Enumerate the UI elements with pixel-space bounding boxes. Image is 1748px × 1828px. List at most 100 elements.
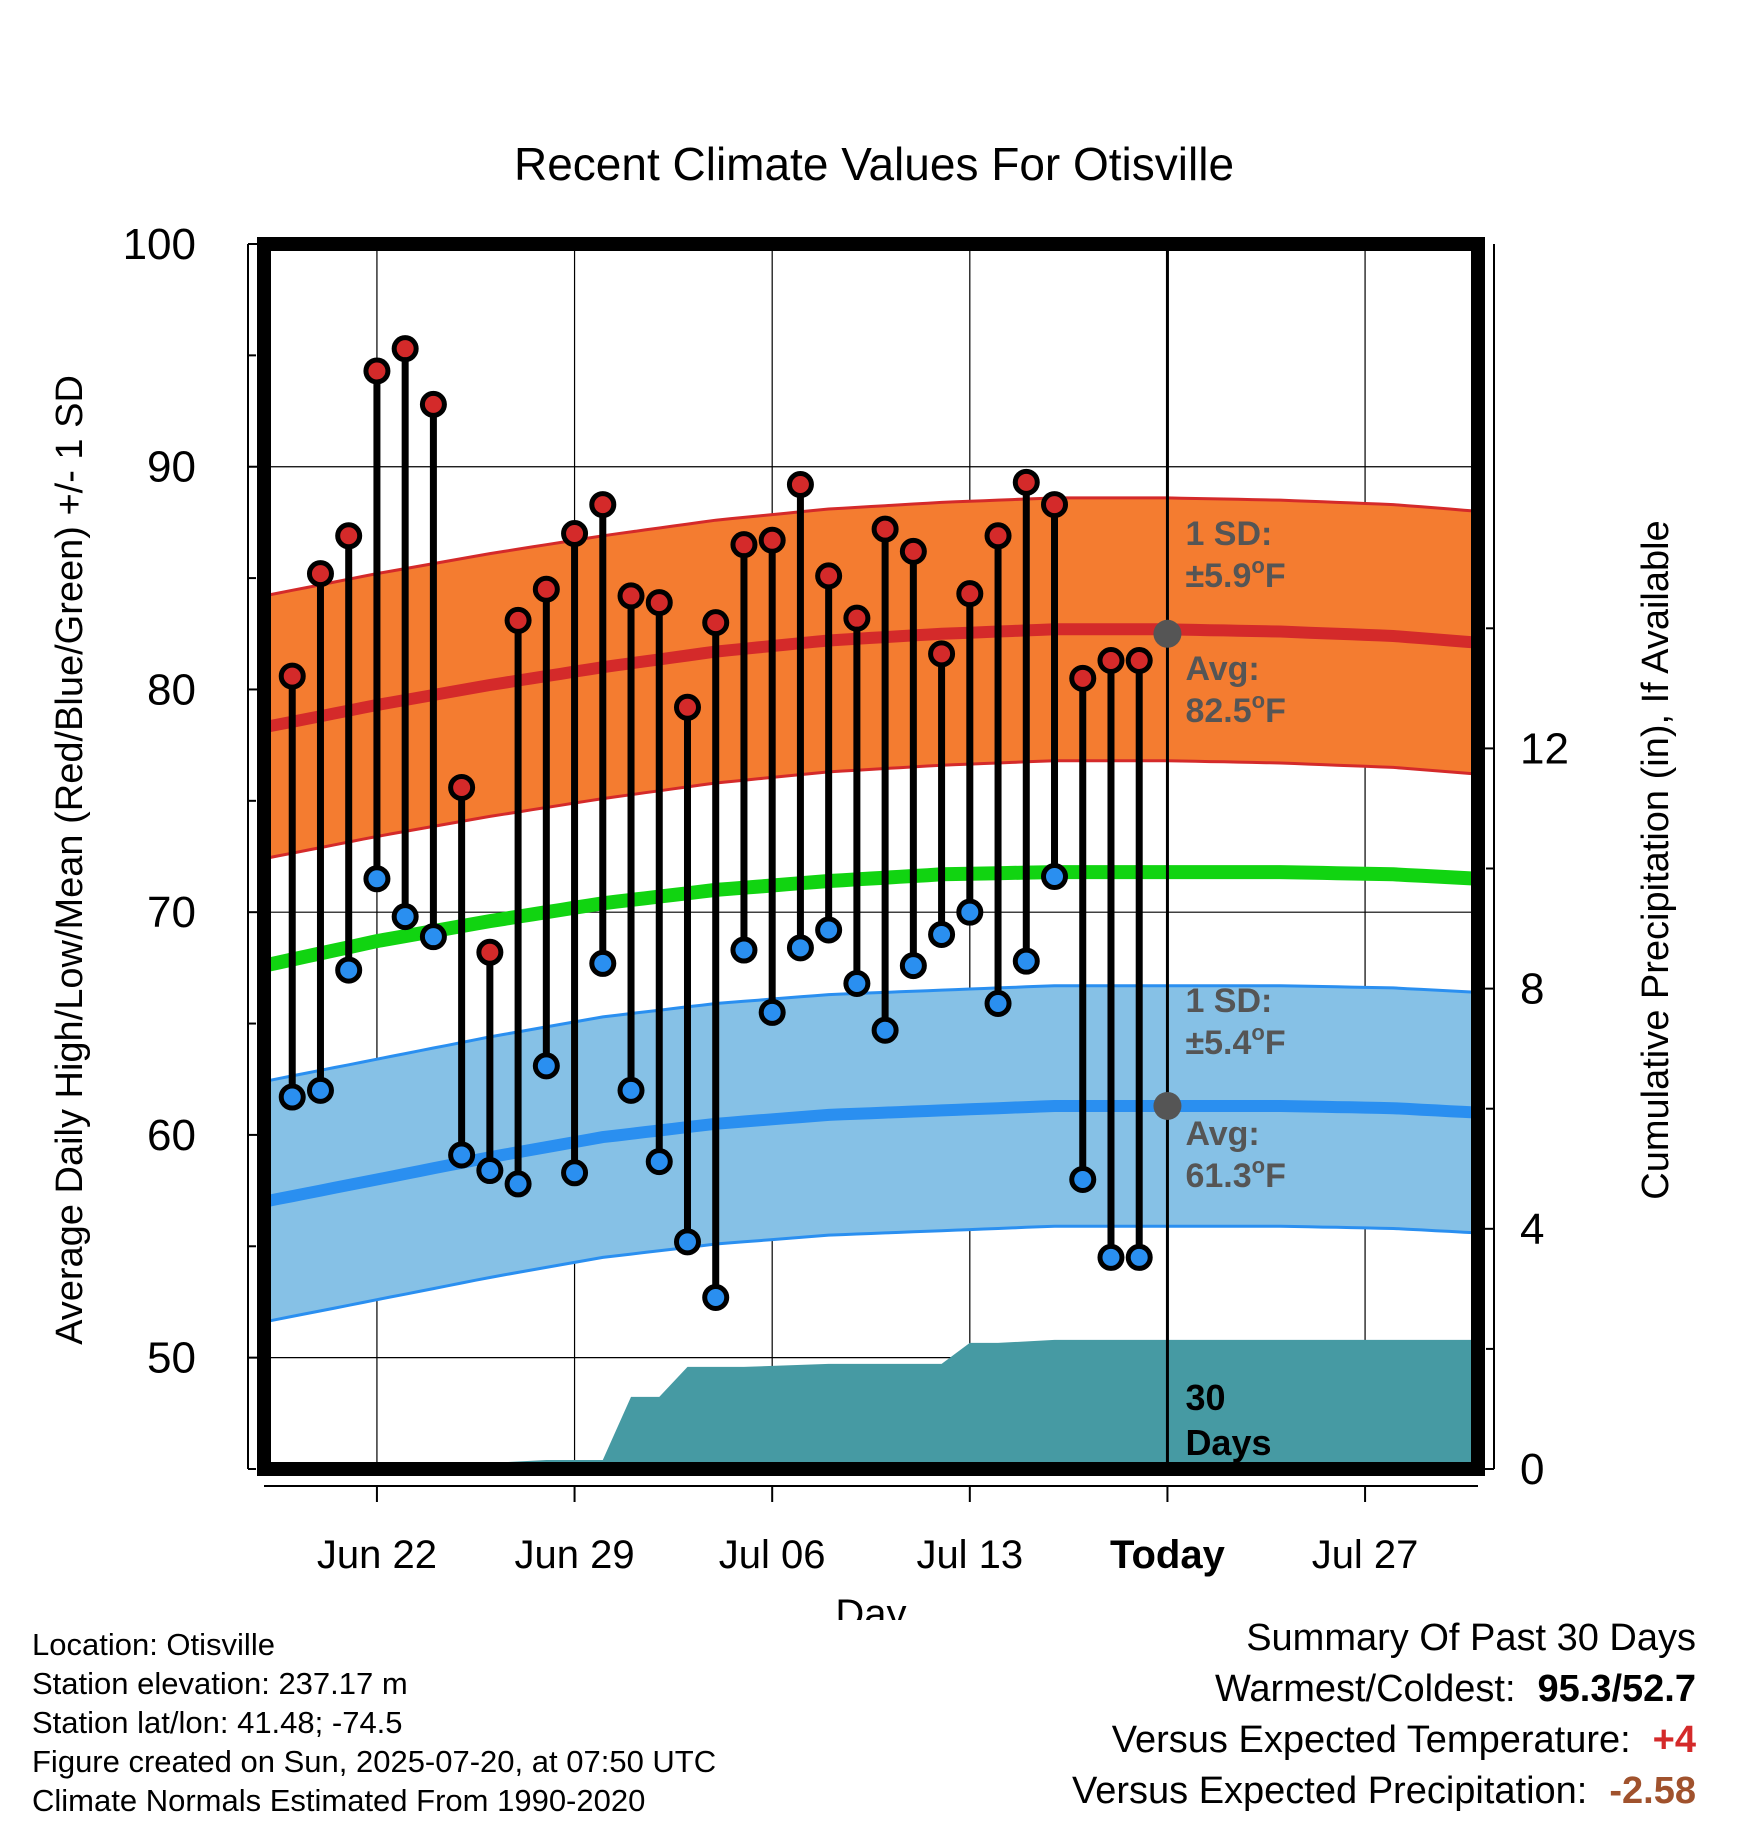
- daily-low-point: [730, 936, 758, 964]
- plot-frame: [257, 237, 1485, 1476]
- daily-high-point: [532, 575, 560, 603]
- daily-high-point: [1125, 647, 1153, 674]
- low-sd-value: ±5.4oF: [1185, 1020, 1285, 1062]
- y-right-tick-label: 12: [1520, 724, 1569, 773]
- daily-low-point: [1069, 1165, 1097, 1193]
- y-right-tick-label: 0: [1520, 1445, 1544, 1494]
- y-tick-label: 90: [147, 443, 196, 492]
- daily-low-point: [871, 1016, 899, 1044]
- daily-low-point: [1097, 1243, 1125, 1271]
- daily-low-point: [702, 1284, 730, 1311]
- summary-temp-row: Versus Expected Temperature: +4: [1072, 1715, 1696, 1766]
- daily-high-point: [702, 609, 730, 637]
- precip-deviation-value: -2.58: [1609, 1770, 1696, 1812]
- daily-high-point: [758, 526, 786, 554]
- daily-low-point: [928, 920, 956, 948]
- mean-avg-line: [264, 865, 1478, 973]
- station-info: Location: Otisville Station elevation: 2…: [32, 1625, 716, 1820]
- y-axis-title-left: Average Daily High/Low/Mean (Red/Blue/Gr…: [49, 375, 91, 1345]
- daily-high-point: [363, 357, 391, 385]
- latlon-text: Station lat/lon: 41.48; -74.5: [32, 1705, 403, 1740]
- x-tick-label: Jul 06: [719, 1533, 826, 1577]
- daily-high-point: [1069, 664, 1097, 692]
- location-text: Location: Otisville: [32, 1627, 275, 1662]
- daily-low-point: [984, 990, 1012, 1017]
- daily-low-point: [1125, 1243, 1153, 1271]
- low-avg-label: Avg:: [1185, 1115, 1259, 1153]
- daily-high-point: [786, 471, 814, 499]
- y-right-tick-label: 8: [1520, 965, 1544, 1014]
- low-sd-band: [264, 984, 1478, 1324]
- daily-low-point: [786, 934, 814, 962]
- high-avg-value: 82.5oF: [1185, 688, 1285, 730]
- daily-high-point: [306, 560, 334, 588]
- daily-high-point: [1097, 647, 1125, 674]
- temp-deviation-label: Versus Expected Temperature:: [1111, 1719, 1631, 1761]
- daily-low-point: [589, 949, 617, 977]
- normals-text: Climate Normals Estimated From 1990-2020: [32, 1783, 646, 1818]
- daily-low-point: [448, 1141, 476, 1169]
- created-text: Figure created on Sun, 2025-07-20, at 07…: [32, 1744, 717, 1779]
- x-tick-label: Jul 27: [1312, 1533, 1419, 1577]
- y-tick-label: 60: [147, 1111, 196, 1160]
- daily-low-point: [617, 1076, 645, 1104]
- daily-low-point: [476, 1157, 504, 1185]
- daily-high-point: [448, 773, 476, 801]
- daily-high-point: [928, 640, 956, 668]
- daily-high-point: [617, 582, 645, 610]
- daily-low-point: [391, 903, 419, 931]
- daily-high-point: [815, 562, 843, 590]
- summary-title: Summary Of Past 30 Days: [1246, 1617, 1696, 1659]
- period-unit: Days: [1185, 1422, 1271, 1463]
- daily-low-point: [1012, 947, 1040, 975]
- y-tick-label: 50: [147, 1334, 196, 1383]
- daily-low-point: [363, 865, 391, 893]
- daily-low-point: [673, 1228, 701, 1256]
- daily-high-point: [1012, 468, 1040, 496]
- summary-panel: Summary Of Past 30 Days Warmest/Coldest:…: [1072, 1613, 1696, 1817]
- daily-high-point: [730, 531, 758, 559]
- daily-high-point: [645, 589, 673, 617]
- daily-low-point: [758, 998, 786, 1026]
- daily-low-point: [335, 956, 363, 984]
- daily-low-point: [278, 1083, 306, 1111]
- y-tick-label: 100: [123, 220, 196, 269]
- warm-cold-label: Warmest/Coldest:: [1214, 1668, 1516, 1710]
- daily-low-point: [899, 952, 927, 980]
- daily-low-point: [1041, 863, 1069, 891]
- daily-high-point: [561, 520, 589, 548]
- elevation-text: Station elevation: 237.17 m: [32, 1666, 408, 1701]
- y-tick-label: 80: [147, 665, 196, 714]
- x-axis-title: Day: [835, 1592, 906, 1620]
- daily-high-point: [391, 335, 419, 363]
- high-avg-line: [264, 623, 1478, 734]
- daily-high-point: [278, 662, 306, 690]
- summary-warm-cold-row: Warmest/Coldest: 95.3/52.7: [1072, 1664, 1696, 1715]
- daily-high-point: [335, 522, 363, 550]
- high-sd-label: 1 SD:: [1185, 515, 1272, 553]
- warm-cold-value: 95.3/52.7: [1537, 1668, 1696, 1710]
- today-high-avg-marker: [1153, 619, 1182, 648]
- daily-low-point: [956, 898, 984, 926]
- chart-title: Recent Climate Values For Otisville: [514, 138, 1234, 190]
- daily-low-point: [645, 1148, 673, 1176]
- daily-low-point: [306, 1076, 334, 1104]
- low-avg-value: 61.3oF: [1185, 1153, 1285, 1195]
- high-sd-band: [264, 496, 1478, 861]
- precip-area: [264, 1339, 1478, 1469]
- temp-deviation-value: +4: [1652, 1719, 1696, 1761]
- x-tick-label: Jul 13: [916, 1533, 1023, 1577]
- high-avg-label: Avg:: [1185, 650, 1259, 688]
- chart-svg: Recent Climate Values For Otisville 1 SD:…: [49, 138, 1677, 1620]
- daily-low-point: [504, 1170, 532, 1198]
- daily-high-point: [956, 580, 984, 608]
- high-sd-value: ±5.9oF: [1185, 553, 1285, 595]
- y-tick-label: 70: [147, 888, 196, 937]
- daily-high-point: [673, 693, 701, 721]
- daily-high-point: [871, 515, 899, 543]
- x-tick-label: Jun 29: [515, 1533, 635, 1577]
- daily-low-point: [532, 1052, 560, 1080]
- daily-high-point: [984, 522, 1012, 550]
